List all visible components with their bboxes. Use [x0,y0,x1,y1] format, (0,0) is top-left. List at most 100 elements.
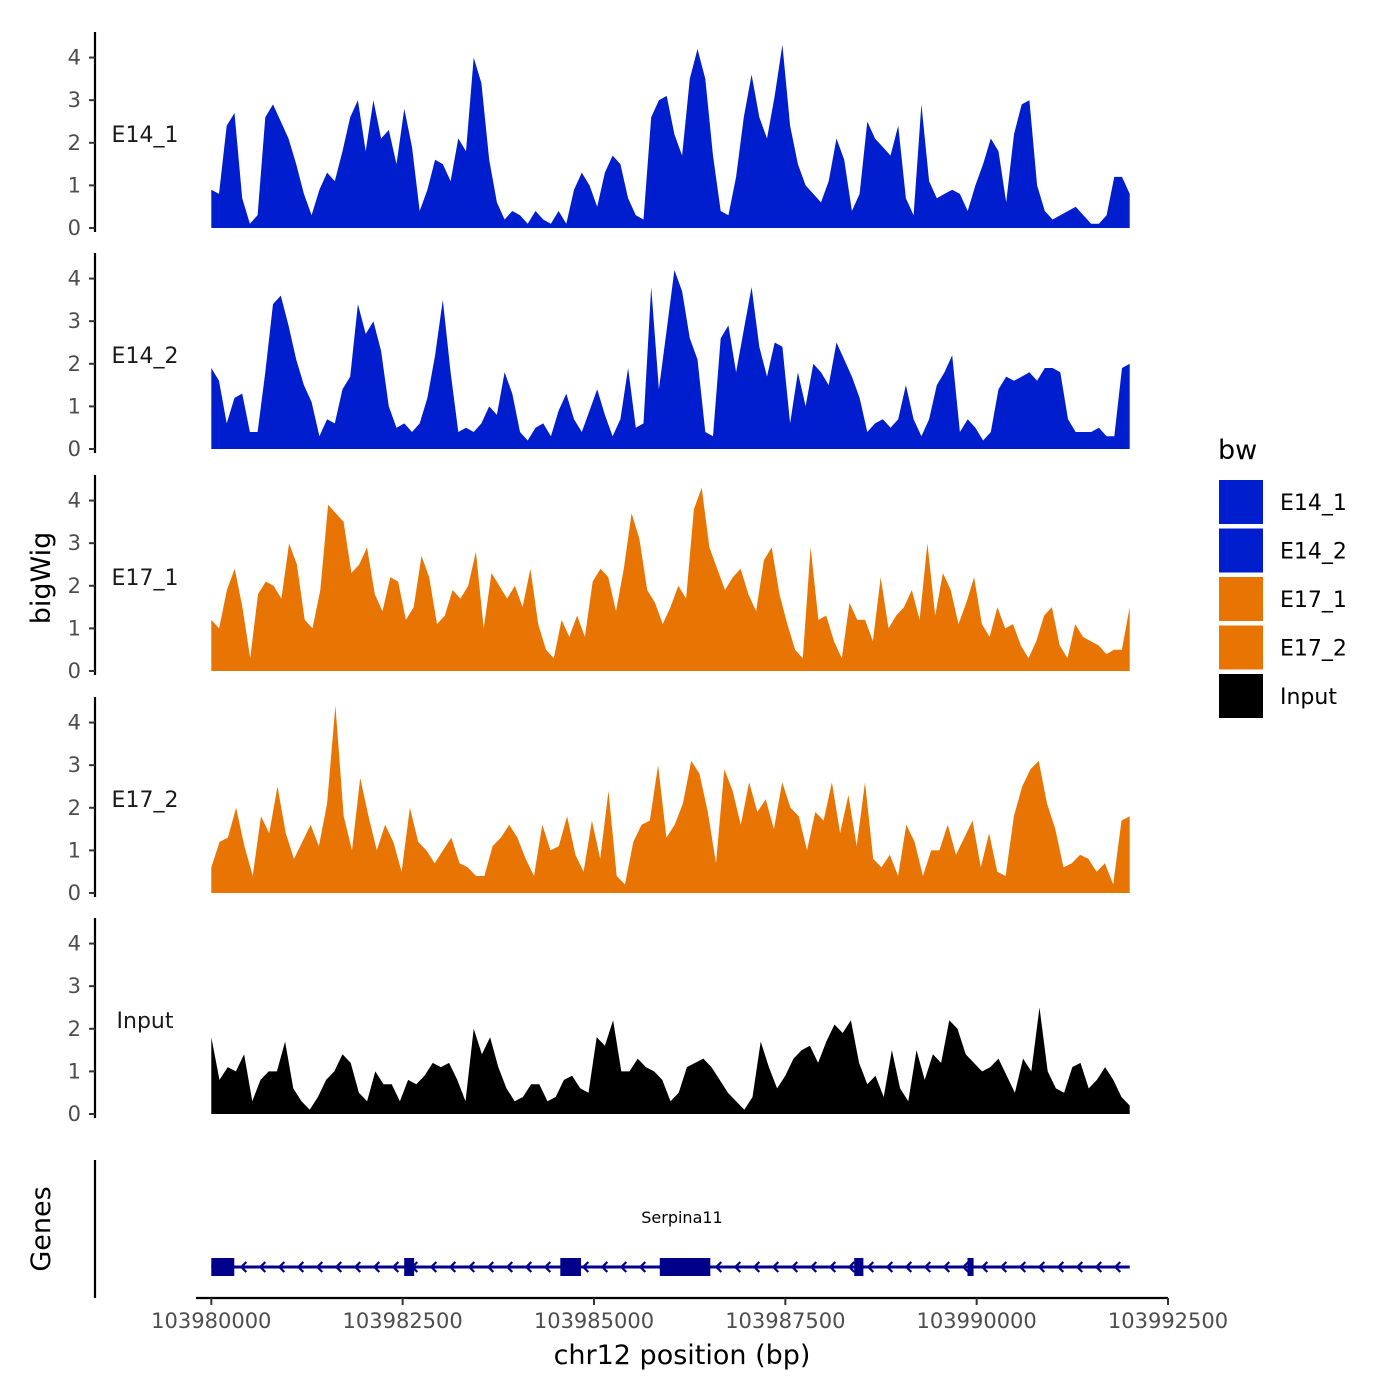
gene-track-panel: Genes Serpina11 [26,1160,1130,1298]
x-axis: 103980000 103982500 103985000 103987500 1039… [151,1296,1228,1333]
x-tick-label: 103985000 [534,1309,654,1333]
strand-arrow [714,1261,723,1273]
y-tick-label: 1 [68,394,81,418]
signal-panels: 0 1 2 3 4 E14_1 0 1 2 3 4 E14_2 0 1 2 3 4 E17_1 0 1 2 3 4 E17_2… [68,32,1130,1126]
strand-arrow [258,1261,267,1273]
strand-arrow [543,1261,552,1273]
y-tick-label: 0 [68,881,81,905]
area-E14_1 [211,44,1130,228]
y-tick-label: 4 [68,46,81,70]
y-tick-label: 0 [68,1102,81,1126]
y-tick-label: 1 [68,616,81,640]
strand-arrow [733,1261,742,1273]
y-axis-title: bigWig [26,532,57,625]
track-label-Input: Input [117,1009,174,1034]
strand-arrow [904,1261,913,1273]
legend-label-Input: Input [1280,685,1337,710]
track-panel-E14_1: 0 1 2 3 4 E14_1 [68,32,1130,240]
x-tick-label: 103982500 [343,1309,463,1333]
strand-arrow [1113,1261,1122,1273]
gene-exon [967,1258,974,1276]
strand-arrow [619,1261,628,1273]
strand-arrow [581,1261,590,1273]
y-tick-label: 4 [68,932,81,956]
strand-arrow [809,1261,818,1273]
strand-arrow [980,1261,989,1273]
legend: bw E14_1 E14_2 E17_1 E17_2 Input [1218,435,1347,718]
strand-arrow [315,1261,324,1273]
legend-title: bw [1218,435,1257,466]
y-tick-label: 4 [68,711,81,735]
strand-arrow [391,1261,400,1273]
y-tick-label: 1 [68,1059,81,1083]
gene-exon [404,1258,415,1276]
legend-label-E17_1: E17_1 [1280,588,1347,613]
y-tick-label: 2 [68,1017,81,1041]
legend-swatch-E17_2 [1219,625,1263,670]
strand-arrow [429,1261,438,1273]
area-E14_2 [211,270,1130,449]
strand-arrow [448,1261,457,1273]
y-tick-label: 4 [68,489,81,513]
y-tick-label: 1 [68,173,81,197]
strand-arrow [1075,1261,1084,1273]
strand-arrow [524,1261,533,1273]
y-tick-label: 2 [68,574,81,598]
y-tick-label: 1 [68,838,81,862]
track-label-E17_1: E17_1 [112,566,179,591]
strand-arrow [600,1261,609,1273]
track-panel-Input: 0 1 2 3 4 Input [68,918,1130,1126]
strand-arrow [790,1261,799,1273]
track-label-E14_1: E14_1 [112,123,179,148]
legend-swatch-Input [1219,674,1263,718]
y-tick-label: 4 [68,267,81,291]
strand-arrow [1094,1261,1103,1273]
track-label-E17_2: E17_2 [112,788,179,813]
strand-arrow [999,1261,1008,1273]
strand-arrow [296,1261,305,1273]
legend-swatch-E14_1 [1219,480,1263,524]
legend-swatch-E14_2 [1219,528,1263,573]
strand-arrow [239,1261,248,1273]
y-tick-label: 3 [68,309,81,333]
strand-arrow [961,1261,970,1273]
track-label-E14_2: E14_2 [112,344,179,369]
strand-arrow [923,1261,932,1273]
strand-arrow [1037,1261,1046,1273]
strand-arrow [866,1261,875,1273]
strand-arrow [885,1261,894,1273]
y-tick-label: 3 [68,88,81,112]
track-panel-E17_1: 0 1 2 3 4 E17_1 [68,475,1130,683]
y-tick-label: 3 [68,974,81,998]
strand-arrow [942,1261,951,1273]
y-tick-label: 3 [68,753,81,777]
y-tick-label: 0 [68,216,81,240]
x-tick-label: 103990000 [917,1309,1037,1333]
strand-arrow [372,1261,381,1273]
legend-label-E14_1: E14_1 [1280,491,1347,516]
gene-exon [659,1258,711,1276]
y-tick-label: 3 [68,531,81,555]
gene-exon [211,1258,235,1276]
area-E17_1 [211,487,1130,671]
gene-exon [560,1258,581,1276]
strand-arrow [277,1261,286,1273]
legend-label-E14_2: E14_2 [1280,540,1347,565]
y-tick-label: 0 [68,437,81,461]
strand-arrow [771,1261,780,1273]
y-tick-label: 2 [68,796,81,820]
area-E17_2 [211,705,1130,893]
x-tick-label: 103980000 [151,1309,271,1333]
strand-arrow [1056,1261,1065,1273]
strand-arrow [353,1261,362,1273]
track-panel-E17_2: 0 1 2 3 4 E17_2 [68,697,1130,905]
strand-arrow [467,1261,476,1273]
legend-label-E17_2: E17_2 [1280,637,1347,662]
y-tick-label: 2 [68,352,81,376]
strand-arrow [486,1261,495,1273]
gene-name-label: Serpina11 [641,1208,722,1227]
track-panel-E14_2: 0 1 2 3 4 E14_2 [68,253,1130,461]
strand-arrow [1018,1261,1027,1273]
strand-arrow [847,1261,856,1273]
strand-arrow [638,1261,647,1273]
